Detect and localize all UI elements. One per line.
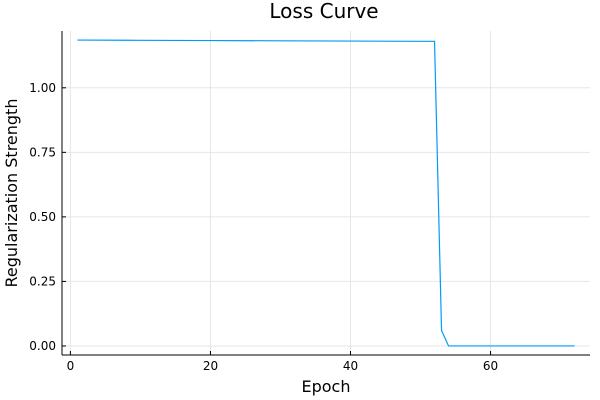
x-axis-label: Epoch: [302, 377, 351, 396]
x-tick-label: 20: [203, 359, 218, 373]
series-line: [77, 39, 575, 347]
y-axis-label: Regularization Strength: [2, 99, 21, 288]
y-tick-label: 0.75: [29, 145, 56, 159]
grid-lines: [62, 31, 590, 355]
series-layer: [77, 39, 575, 347]
x-ticks: 0 20 40 60: [67, 351, 498, 373]
y-tick-label: 0.25: [29, 274, 56, 288]
x-tick-label: 60: [483, 359, 498, 373]
y-tick-label: 0.50: [29, 210, 56, 224]
y-tick-label: 0.00: [29, 339, 56, 353]
chart-title: Loss Curve: [269, 0, 378, 23]
x-tick-label: 40: [343, 359, 358, 373]
axes: [61, 31, 590, 356]
y-ticks: 0.00 0.25 0.50 0.75 1.00: [29, 81, 66, 353]
y-tick-label: 1.00: [29, 81, 56, 95]
x-tick-label: 0: [67, 359, 75, 373]
